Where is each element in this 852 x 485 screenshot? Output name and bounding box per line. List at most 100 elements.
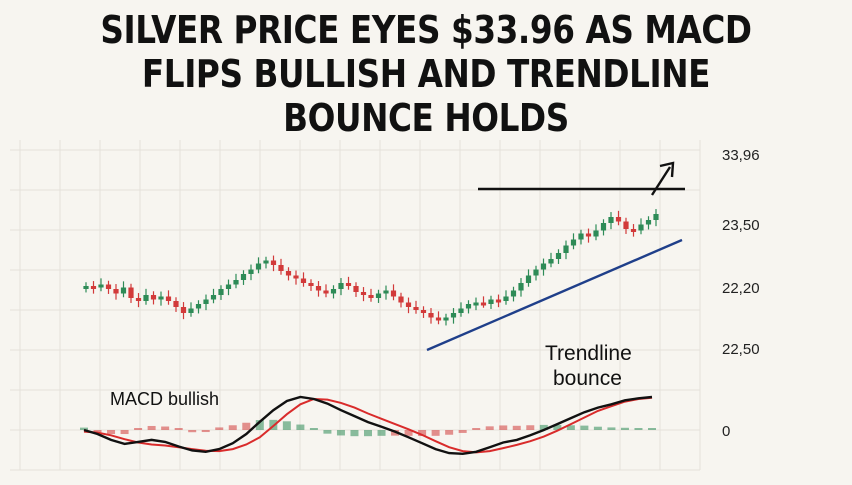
macd-histogram-bar — [607, 427, 616, 430]
macd-histogram-bar — [580, 425, 589, 430]
macd-histogram-bar — [255, 420, 264, 430]
trendline-annotation-1: Trendline — [545, 342, 632, 365]
macd-histogram-bar — [80, 427, 88, 430]
trendline — [426, 238, 683, 352]
candle-body — [128, 287, 134, 298]
candle-body — [383, 290, 389, 294]
macd-histogram-bar — [323, 430, 332, 434]
candle-body — [248, 269, 254, 274]
candle-body — [518, 283, 524, 291]
macd-histogram-bar — [634, 428, 643, 430]
candle-body — [165, 296, 172, 301]
candle-body — [405, 302, 412, 307]
macd-histogram-bar — [445, 430, 454, 435]
candle-body — [150, 295, 157, 300]
macd-histogram-bar — [620, 427, 629, 430]
macd-histogram-bar — [93, 430, 102, 433]
macd-histogram-bar — [215, 427, 224, 430]
candle-body — [353, 286, 359, 292]
candle-body — [308, 283, 314, 286]
candle-body — [135, 298, 142, 301]
candle-body — [480, 302, 487, 306]
macd-histogram-bar — [296, 424, 305, 430]
macd-histogram-bar — [134, 428, 143, 430]
macd-histogram-bar — [404, 430, 413, 436]
candle-body — [240, 274, 247, 280]
y-tick-1: 33,96 — [722, 147, 760, 164]
macd-histogram-bar — [593, 426, 602, 430]
macd-histogram-bar — [485, 426, 494, 430]
candle-body — [368, 295, 374, 298]
candle-body — [315, 286, 322, 291]
macd-histogram-bar — [336, 430, 345, 436]
candle-body — [503, 296, 509, 301]
candle-body — [458, 308, 464, 313]
candle-body — [495, 299, 502, 303]
macd-histogram-bar — [147, 425, 156, 430]
candle-body — [270, 260, 277, 265]
title-line-3: BOUNCE HOLDS — [283, 96, 569, 140]
candle-body — [465, 304, 472, 309]
macd-histogram-bar — [282, 421, 291, 430]
title-line-2: FLIPS BULLISH AND TRENDLINE — [141, 52, 711, 96]
candle-body — [488, 299, 494, 304]
macd-histogram-bar — [458, 430, 467, 433]
candlesticks — [83, 209, 659, 326]
macd-histogram-bar — [539, 424, 548, 430]
candle-body — [450, 313, 457, 318]
candle-body — [585, 233, 592, 237]
macd-annotation: MACD bullish — [110, 389, 219, 409]
y-tick-4: 22,50 — [722, 341, 760, 358]
macd-histogram-bar — [566, 425, 575, 430]
candle-body — [548, 259, 554, 264]
candle-body — [645, 220, 652, 225]
macd-histogram-bar — [107, 430, 116, 435]
macd-histogram-bar — [364, 430, 372, 437]
candle-body — [98, 284, 104, 288]
candle-body — [398, 296, 404, 303]
candle-body — [143, 295, 149, 301]
candle-body — [285, 271, 292, 276]
candle-body — [630, 229, 637, 232]
macd-histogram-bar — [472, 428, 481, 430]
macd-histogram-bar — [242, 422, 251, 430]
y-tick-2: 23,50 — [722, 217, 760, 234]
candle-body — [255, 263, 262, 270]
title-line-1: SILVER PRICE EYES $33.96 AS MACD — [100, 8, 752, 52]
candle-body — [330, 289, 337, 294]
candle-body — [263, 260, 269, 264]
candle-body — [323, 290, 329, 294]
candle-body — [525, 275, 532, 283]
macd-histogram-bar — [648, 428, 656, 430]
macd-histogram-bar — [526, 425, 535, 430]
candle-body — [390, 290, 397, 297]
candle-body — [218, 289, 224, 295]
macd-histogram-bar — [553, 424, 562, 430]
trendline-annotation-2: bounce — [553, 367, 622, 390]
candle-body — [210, 295, 217, 300]
candle-body — [360, 292, 367, 295]
macd-histogram-bar — [201, 430, 210, 433]
candle-body — [540, 263, 547, 270]
candle-body — [113, 289, 119, 294]
up-arrow-icon — [650, 166, 672, 196]
macd-histogram-bar — [188, 430, 197, 433]
candle-body — [570, 239, 577, 246]
candle-body — [120, 287, 127, 294]
candle-body — [188, 308, 194, 313]
macd-histogram-bar — [418, 430, 427, 436]
candle-body — [435, 317, 442, 321]
macd-histogram — [80, 419, 656, 437]
candle-body — [293, 275, 299, 279]
chart-title: SILVER PRICE EYES $33.96 AS MACD FLIPS B… — [60, 8, 793, 140]
candle-body — [173, 301, 179, 307]
macd-histogram-bar — [499, 425, 508, 430]
candle-body — [195, 304, 202, 309]
macd-histogram-bar — [431, 430, 440, 436]
candle-body — [600, 223, 607, 231]
candle-body — [338, 283, 344, 289]
candle-body — [533, 269, 539, 276]
candle-body — [375, 293, 382, 298]
macd-histogram-bar — [120, 430, 129, 435]
macd-histogram-bar — [350, 430, 359, 437]
